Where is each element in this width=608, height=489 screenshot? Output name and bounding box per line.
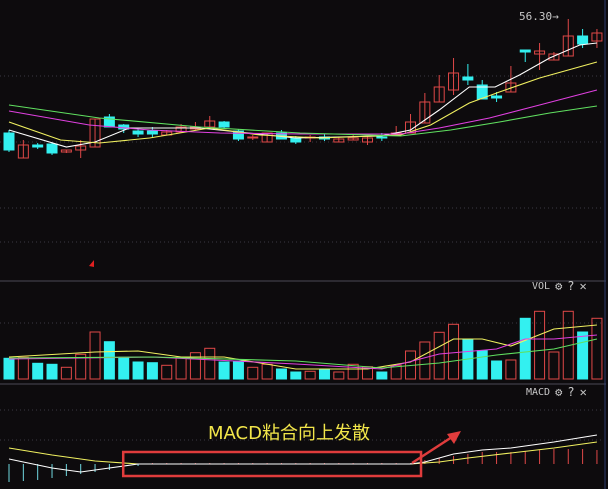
candle-body	[261, 132, 273, 143]
volume-bar	[132, 361, 144, 380]
help-icon[interactable]: ?	[567, 279, 575, 293]
volume-bar	[175, 356, 187, 380]
candle-body	[448, 72, 460, 91]
volume-bar	[318, 369, 330, 380]
candle-body	[333, 138, 345, 143]
candle-body	[290, 137, 302, 143]
volume-bar	[591, 317, 603, 380]
volume-bar	[89, 331, 101, 380]
volume-ma-line-1	[8, 334, 597, 370]
volume-bar	[333, 371, 345, 380]
close-icon[interactable]: ✕	[579, 279, 587, 293]
candle-body	[534, 50, 546, 55]
volume-bar	[290, 371, 302, 380]
volume-bar	[261, 363, 273, 380]
volume-bar	[577, 331, 589, 380]
candle-body	[218, 121, 230, 128]
macd-dif-line	[8, 434, 598, 473]
candle-body	[32, 144, 44, 148]
volume-bar	[247, 366, 259, 380]
candle-body	[89, 118, 101, 148]
volume-bar	[3, 357, 15, 380]
volume-bar	[419, 341, 431, 380]
candle-body	[548, 53, 560, 61]
volume-bar	[505, 359, 517, 380]
candle-body	[132, 130, 144, 135]
volume-bar	[103, 341, 115, 380]
candle-body	[419, 101, 431, 124]
annotation-arrow	[411, 435, 453, 465]
annotation-text: MACD粘合向上发散	[208, 423, 370, 444]
volume-bar	[491, 360, 503, 380]
volume-bar	[118, 356, 130, 380]
volume-bar	[232, 360, 244, 380]
vol-label: VOL	[532, 280, 551, 292]
candle-body	[376, 136, 388, 139]
volume-bar	[204, 347, 216, 380]
volume-bar	[519, 317, 531, 380]
volume-bar	[32, 362, 44, 380]
arrow-head-icon	[447, 431, 461, 444]
candle-body	[204, 120, 216, 128]
candle-body	[433, 86, 445, 103]
volume-ma-line-0	[8, 324, 597, 370]
candle-body	[175, 126, 187, 133]
candle-body	[491, 95, 503, 99]
volume-bar	[17, 356, 29, 380]
candle-body	[146, 130, 158, 135]
candle-body	[3, 132, 15, 151]
volume-bar	[476, 350, 488, 380]
candle-body	[75, 145, 87, 151]
candle-body	[17, 144, 29, 159]
high-price-marker: 56.30→	[519, 10, 559, 23]
help-icon[interactable]: ?	[567, 385, 575, 399]
volume-bar	[218, 361, 230, 380]
price-ma-line-0	[8, 42, 598, 148]
volume-bar	[46, 363, 58, 380]
volume-bar	[275, 368, 287, 380]
gear-icon[interactable]: ⚙	[555, 279, 563, 293]
volume-bar	[548, 351, 560, 380]
volume-bar	[60, 366, 72, 380]
candle-body	[362, 137, 373, 143]
price-ma-line-3	[8, 104, 598, 137]
macd-dea-line	[8, 441, 598, 465]
volume-bar	[304, 370, 316, 380]
volume-bar	[376, 371, 388, 380]
candle-body	[577, 35, 589, 45]
gear-icon[interactable]: ⚙	[555, 385, 563, 399]
volume-bar	[146, 362, 158, 380]
volume-bar	[433, 331, 445, 380]
candle-body	[232, 130, 244, 140]
volume-bar	[189, 352, 201, 380]
candle-body	[247, 136, 259, 139]
arrow-right-icon: →	[552, 10, 559, 23]
volume-ma-line-2	[8, 338, 598, 369]
volume-bar	[347, 363, 359, 380]
candle-body	[562, 35, 574, 57]
red-marker	[89, 260, 94, 267]
candle-body	[46, 143, 58, 154]
price-ma-line-2	[8, 89, 598, 135]
high-price-value: 56.30	[519, 10, 553, 23]
macd-label: MACD	[526, 386, 551, 398]
candle-body	[591, 32, 603, 42]
candle-body	[519, 49, 531, 53]
macd-panel-header: MACD ⚙ ? ✕	[526, 385, 587, 399]
candle-body	[462, 76, 474, 81]
volume-bar	[534, 310, 546, 380]
volume-bar	[75, 353, 87, 380]
volume-bar	[161, 364, 173, 380]
vol-panel-header: VOL ⚙ ? ✕	[532, 279, 587, 293]
annotation-box	[121, 450, 423, 478]
volume-bar	[562, 310, 574, 380]
candle-body	[60, 149, 72, 153]
candle-body	[347, 137, 359, 141]
candle-body	[476, 84, 488, 100]
candle-body	[505, 82, 517, 93]
volume-bar	[448, 323, 460, 380]
close-icon[interactable]: ✕	[579, 385, 587, 399]
price-ma-line-1	[8, 61, 598, 144]
